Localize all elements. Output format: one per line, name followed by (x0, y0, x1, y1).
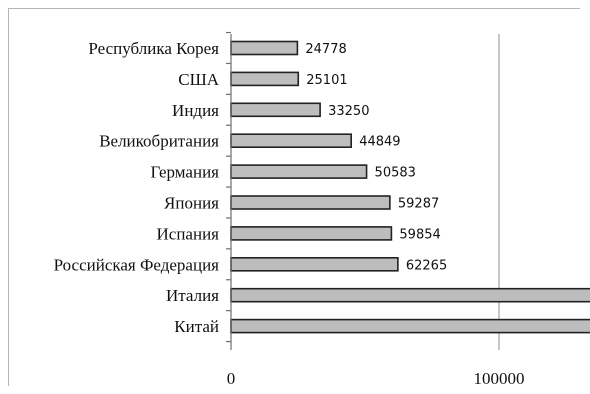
x-tick-label: 0 (227, 369, 236, 388)
bars (230, 40, 590, 334)
value-label: 62265 (406, 258, 447, 273)
bar-2 (230, 287, 590, 303)
category-labels: Китай Италия Российская Федерация Испания Яп… (54, 39, 220, 336)
bar-6 (230, 164, 368, 179)
category-label: Республика Корея (88, 39, 219, 58)
category-label: Российская Федерация (54, 255, 220, 274)
bar-10 (230, 40, 299, 56)
axes (226, 31, 232, 350)
value-label: 44849 (359, 135, 400, 150)
value-label: 59287 (398, 197, 439, 212)
category-label: Испания (157, 224, 220, 243)
category-label: Великобритания (99, 132, 219, 151)
gridlines (498, 34, 500, 350)
category-label: Италия (166, 286, 219, 305)
category-label: Индия (172, 101, 219, 120)
chart-frame (8, 8, 580, 386)
x-tick-labels: 0100000200000300000 (227, 369, 525, 388)
bar-7 (230, 133, 352, 148)
category-label: Германия (150, 163, 219, 182)
value-labels: 2970371388926226559854592875058344849332… (305, 42, 447, 273)
value-label: 24778 (305, 42, 346, 57)
value-label: 25101 (306, 73, 347, 88)
category-label: Китай (174, 317, 219, 336)
category-label: Япония (164, 194, 219, 213)
bar-8 (230, 102, 321, 118)
category-label: США (178, 70, 219, 89)
value-label: 33250 (328, 104, 369, 119)
x-tick-label: 100000 (474, 369, 525, 388)
bar-4 (230, 226, 393, 241)
bar-9 (230, 71, 300, 87)
value-label: 50583 (375, 166, 416, 181)
bar-1 (230, 318, 590, 334)
bar-5 (230, 195, 391, 210)
bar-3 (230, 256, 399, 272)
value-label: 59854 (399, 227, 440, 242)
